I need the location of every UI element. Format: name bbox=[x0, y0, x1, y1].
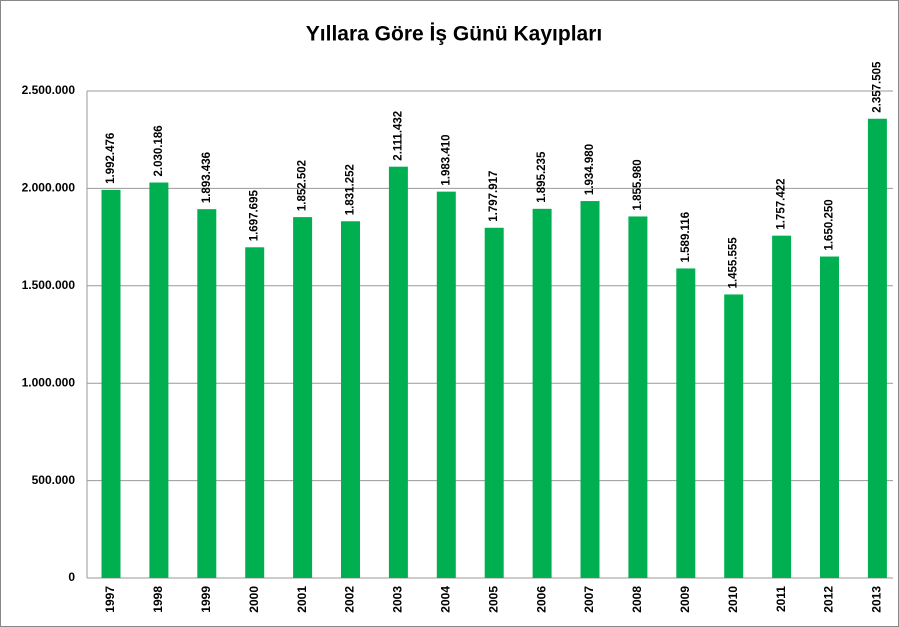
bar bbox=[388, 166, 408, 578]
bar bbox=[724, 294, 744, 578]
x-tick-label: 2012 bbox=[822, 586, 836, 613]
y-tick-label: 1.000.000 bbox=[22, 375, 76, 389]
bar bbox=[867, 118, 887, 578]
value-label: 1.855.980 bbox=[632, 159, 644, 210]
value-label: 1.893.436 bbox=[201, 152, 213, 203]
bar bbox=[820, 256, 839, 578]
x-tick-label: 1997 bbox=[103, 586, 117, 613]
value-label: 1.934.980 bbox=[584, 144, 596, 195]
value-label: 2.111.432 bbox=[392, 111, 404, 161]
value-label: 1.697.695 bbox=[249, 190, 261, 242]
x-tick-label: 2013 bbox=[870, 586, 884, 613]
x-tick-label: 1998 bbox=[151, 586, 165, 613]
y-tick-label: 1.500.000 bbox=[22, 278, 76, 292]
bar bbox=[341, 221, 360, 579]
y-tick-label: 2.500.000 bbox=[22, 83, 76, 97]
x-tick-label: 2001 bbox=[295, 586, 309, 613]
x-tick-label: 2007 bbox=[582, 586, 596, 613]
value-label: 1.455.555 bbox=[728, 237, 740, 289]
value-label: 1.589.116 bbox=[680, 212, 692, 263]
x-tick-label: 2003 bbox=[391, 586, 405, 613]
bar bbox=[484, 227, 504, 579]
bar bbox=[436, 191, 456, 579]
value-label: 1.852.502 bbox=[297, 160, 309, 211]
bar bbox=[197, 209, 217, 578]
value-label: 1.797.917 bbox=[488, 171, 500, 222]
x-tick-label: 2008 bbox=[630, 586, 644, 613]
x-tick-label: 2004 bbox=[438, 586, 452, 613]
value-label: 1.992.476 bbox=[105, 133, 117, 184]
value-label: 1.650.250 bbox=[824, 199, 836, 250]
chart-title: Yıllara Göre İş Günü Kayıpları bbox=[306, 23, 602, 46]
y-tick-label: 0 bbox=[68, 570, 75, 584]
bar bbox=[628, 216, 648, 579]
bar bbox=[101, 189, 121, 579]
x-tick-label: 1999 bbox=[199, 586, 213, 613]
x-tick-label: 2000 bbox=[247, 586, 261, 613]
bar bbox=[772, 235, 792, 579]
value-label: 2.357.505 bbox=[871, 61, 883, 113]
bar bbox=[245, 247, 265, 579]
value-label: 1.831.252 bbox=[345, 164, 357, 215]
value-label: 1.983.410 bbox=[440, 134, 452, 185]
x-tick-label: 2006 bbox=[534, 586, 548, 613]
value-label: 1.757.422 bbox=[776, 178, 788, 229]
value-label: 2.030.186 bbox=[153, 125, 165, 176]
bar bbox=[676, 268, 696, 578]
bar bbox=[149, 182, 169, 578]
x-tick-label: 2010 bbox=[726, 586, 740, 613]
x-tick-label: 2002 bbox=[343, 586, 357, 613]
x-tick-label: 2005 bbox=[486, 586, 500, 613]
bar bbox=[580, 201, 600, 578]
bar bbox=[293, 217, 313, 578]
y-tick-label: 500.000 bbox=[32, 473, 76, 487]
value-label: 1.895.235 bbox=[536, 151, 548, 203]
x-tick-label: 2011 bbox=[774, 586, 788, 612]
y-tick-label: 2.000.000 bbox=[22, 181, 76, 195]
x-tick-label: 2009 bbox=[678, 586, 692, 613]
bar bbox=[532, 208, 552, 578]
